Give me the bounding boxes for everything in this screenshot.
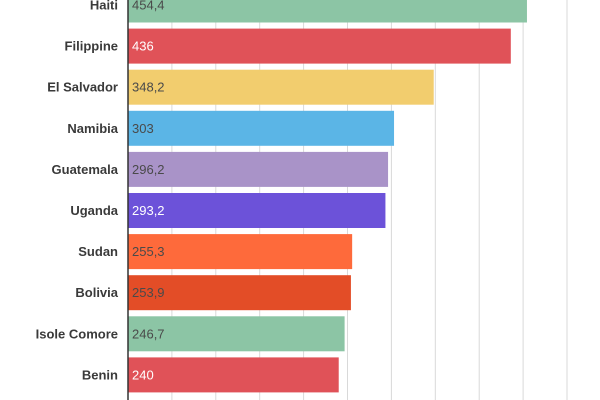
bar (128, 110, 395, 146)
value-label: 303 (132, 121, 154, 136)
bars (128, 0, 527, 393)
value-label: 253,9 (132, 285, 165, 300)
bar (128, 151, 389, 187)
value-label: 348,2 (132, 80, 165, 95)
category-labels: Haiti Filippine El Salvador Namibia Guatemal… (36, 0, 119, 382)
bar (128, 234, 353, 270)
bar (128, 193, 386, 228)
category-label: Benin (82, 367, 118, 382)
category-label: El Salvador (47, 80, 118, 95)
value-label: 454,4 (132, 0, 165, 13)
value-label: 296,2 (132, 162, 165, 177)
category-label: Guatemala (52, 162, 119, 177)
bar (128, 69, 434, 105)
bar (128, 28, 511, 64)
value-label: 436 (132, 39, 154, 54)
category-label: Uganda (70, 203, 118, 218)
bar (128, 275, 351, 311)
value-label: 293,2 (132, 203, 165, 218)
bar (128, 316, 345, 352)
category-label: Sudan (78, 244, 118, 259)
value-label: 255,3 (132, 244, 165, 259)
category-label: Filippine (65, 39, 118, 54)
value-label: 240 (132, 367, 154, 382)
value-labels: 454,4 436 348,2 303 296,2 293,2 255,3 253,9 246,… (132, 0, 165, 382)
bar (128, 0, 527, 23)
category-label: Namibia (67, 121, 118, 136)
category-label: Bolivia (75, 285, 118, 300)
category-label: Haiti (90, 0, 118, 13)
category-label: Isole Comore (36, 326, 118, 341)
value-label: 246,7 (132, 326, 165, 341)
bar (128, 357, 339, 393)
